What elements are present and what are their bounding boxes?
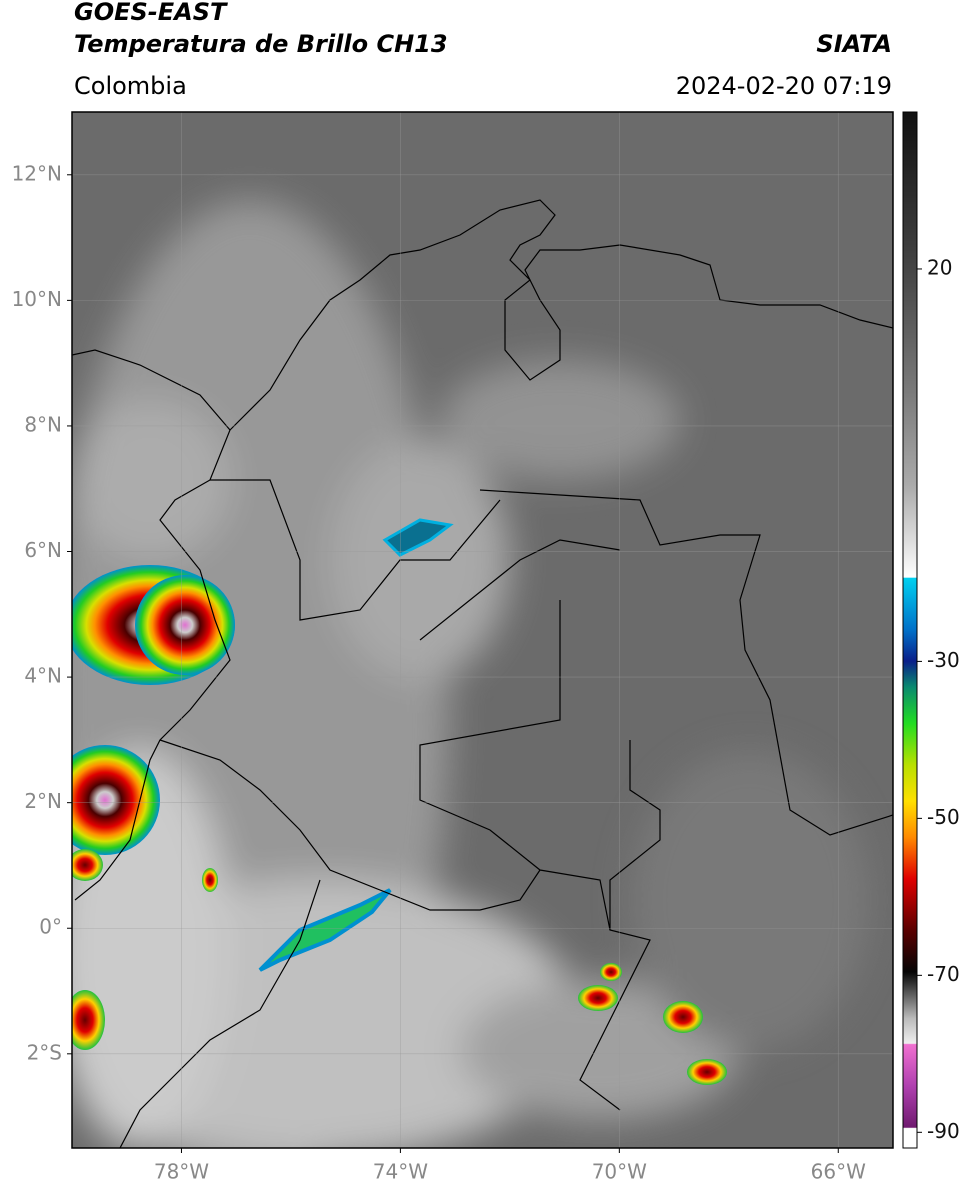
y-tick-label: 0° [39, 915, 62, 939]
product-title: Temperatura de Brillo CH13 [74, 30, 448, 58]
colorbar-tick-label: -50 [927, 805, 960, 829]
satellite-image [72, 112, 893, 1148]
satellite-title: GOES-EAST [74, 0, 228, 26]
datetime-label: 2024-02-20 07:19 [676, 72, 892, 100]
y-tick-label: 12°N [12, 161, 62, 185]
x-tick-label: 78°W [154, 1160, 209, 1184]
colorbar-tick-label: -30 [927, 648, 960, 672]
x-tick-label: 74°W [373, 1160, 428, 1184]
y-tick-label: 8°N [24, 412, 62, 436]
y-tick-label: 10°N [12, 287, 62, 311]
x-tick-label: 70°W [592, 1160, 647, 1184]
map-grid [72, 112, 893, 1148]
y-tick-label: 4°N [24, 664, 62, 688]
map-frame [71, 111, 894, 1149]
colorbar [902, 111, 918, 1149]
region-label: Colombia [74, 72, 187, 100]
y-tick-label: 6°N [24, 538, 62, 562]
y-tick-label: 2°S [27, 1040, 62, 1064]
source-title: SIATA [816, 30, 892, 58]
colorbar-tick-label: -90 [927, 1119, 960, 1143]
y-tick-label: 2°N [24, 789, 62, 813]
x-tick-label: 66°W [811, 1160, 866, 1184]
colorbar-tick-label: 20 [927, 255, 952, 279]
colorbar-tick-label: -70 [927, 962, 960, 986]
